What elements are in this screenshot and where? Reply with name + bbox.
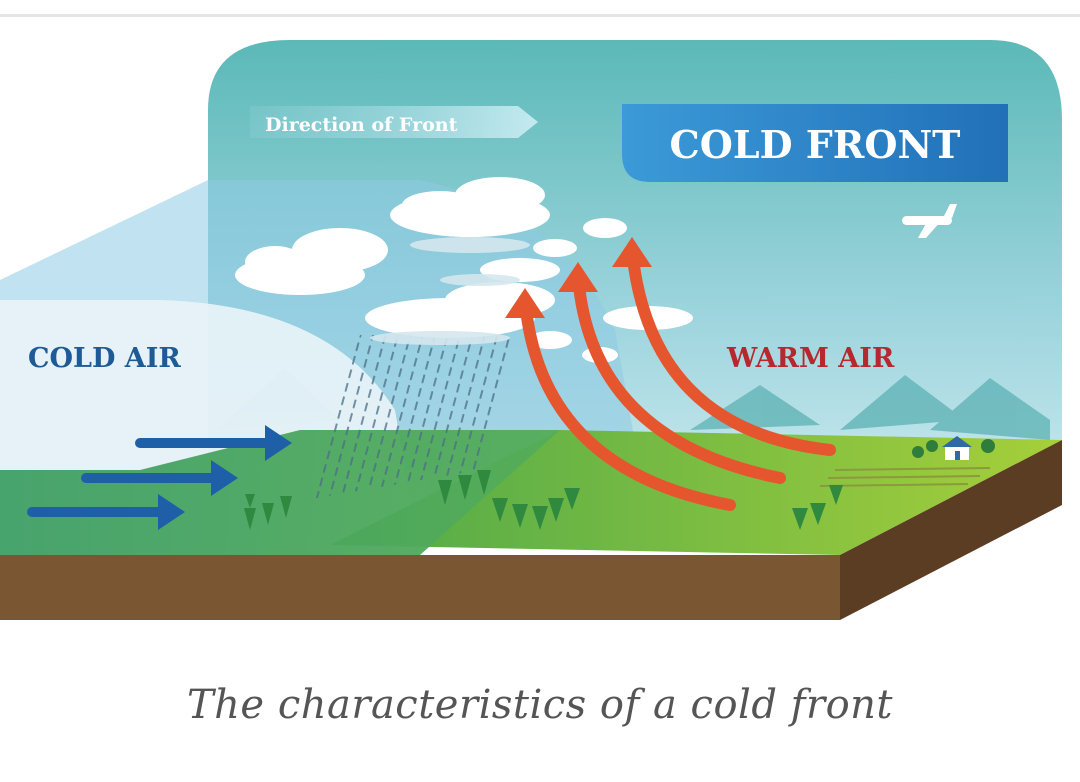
top-divider xyxy=(0,14,1080,17)
soil-side xyxy=(840,440,1062,620)
rain-area xyxy=(305,335,520,500)
direction-pennant xyxy=(250,106,538,138)
house-icon xyxy=(942,436,972,460)
warm-air-arrows xyxy=(519,244,836,511)
bush-icon xyxy=(912,439,995,458)
arrow-head-icon xyxy=(265,425,292,461)
direction-label: Direction of Front xyxy=(265,114,458,136)
arrow-head-icon xyxy=(211,460,238,496)
cold-front-diagram: Direction of Front COLD FRONT COLD AIR W… xyxy=(0,40,1062,620)
farm-field xyxy=(819,467,991,487)
cold-air-label: COLD AIR xyxy=(28,343,181,374)
arrow-head-icon xyxy=(612,237,652,267)
soil-front xyxy=(0,555,840,620)
diagram-title: COLD FRONT xyxy=(670,122,961,167)
arrow-head-icon xyxy=(558,262,598,292)
arrow-head-icon xyxy=(505,288,545,318)
warm-air-label: WARM AIR xyxy=(726,343,895,374)
title-box xyxy=(622,104,1008,182)
arrow-head-icon xyxy=(158,494,185,530)
cloud-icon xyxy=(235,177,693,363)
airplane-icon xyxy=(902,204,957,238)
tree-icon xyxy=(244,470,843,530)
figure-caption: The characteristics of a cold front xyxy=(186,682,893,728)
cold-air-arrows xyxy=(27,438,273,517)
